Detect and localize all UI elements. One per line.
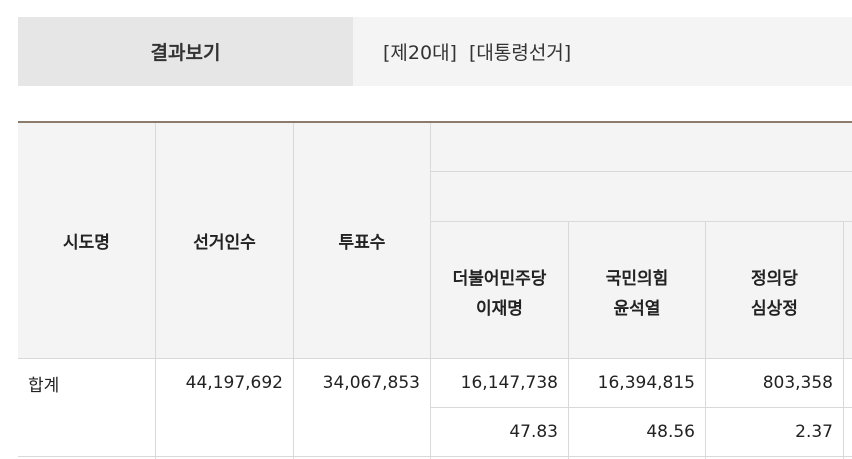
grid-line — [18, 456, 852, 457]
candidate-3-party: 정의당 — [751, 269, 798, 289]
header-candidate-3: 정의당 심상정 — [706, 222, 843, 358]
table-top-rule — [18, 121, 852, 123]
row-candidate-3-votes: 803,358 — [762, 373, 833, 393]
election-selection: [제20대] [대통령선거] — [353, 17, 852, 86]
grid-line — [843, 222, 844, 459]
candidate-2-party: 국민의힘 — [605, 269, 669, 289]
header-candidate-1: 더불어민주당 이재명 — [431, 222, 568, 358]
row-region: 합계 — [28, 375, 60, 396]
header-candidate-2: 국민의힘 윤석열 — [569, 222, 705, 358]
grid-line — [155, 123, 156, 459]
candidate-3-name: 심상정 — [751, 299, 798, 319]
row-votes: 34,067,853 — [322, 373, 420, 393]
row-candidate-1-votes: 16,147,738 — [460, 373, 558, 393]
candidate-2-name: 윤석열 — [613, 299, 661, 319]
row-candidate-2-votes: 16,394,815 — [597, 373, 695, 393]
grid-line — [430, 407, 852, 408]
header-votes: 투표수 — [294, 123, 430, 358]
candidate-1-name: 이재명 — [476, 299, 523, 319]
grid-line — [430, 171, 852, 172]
grid-line — [18, 358, 852, 359]
row-candidate-2-rate: 48.56 — [646, 422, 695, 442]
grid-line — [568, 222, 569, 459]
candidate-1-party: 더불어민주당 — [452, 269, 547, 289]
results-table: 시도명 선거인수 투표수 더불어민주당 이재명 국민의힘 윤석열 정의당 심상정… — [18, 121, 852, 459]
header-electorate: 선거인수 — [156, 123, 293, 358]
grid-line — [705, 222, 706, 459]
grid-line — [430, 221, 852, 222]
row-electorate: 44,197,692 — [185, 373, 283, 393]
header-group-top — [431, 123, 852, 171]
grid-line — [293, 123, 294, 459]
header-group-mid — [431, 172, 852, 221]
grid-line — [430, 123, 431, 459]
result-view-label: 결과보기 — [18, 17, 353, 86]
election-number: [제20대] — [383, 42, 457, 64]
row-candidate-1-rate: 47.83 — [509, 422, 558, 442]
result-bar: 결과보기 [제20대] [대통령선거] — [18, 17, 852, 86]
header-region: 시도명 — [18, 123, 155, 358]
row-candidate-3-rate: 2.37 — [795, 422, 833, 442]
election-type: [대통령선거] — [468, 42, 572, 64]
header-candidate-4-partial — [844, 222, 852, 358]
